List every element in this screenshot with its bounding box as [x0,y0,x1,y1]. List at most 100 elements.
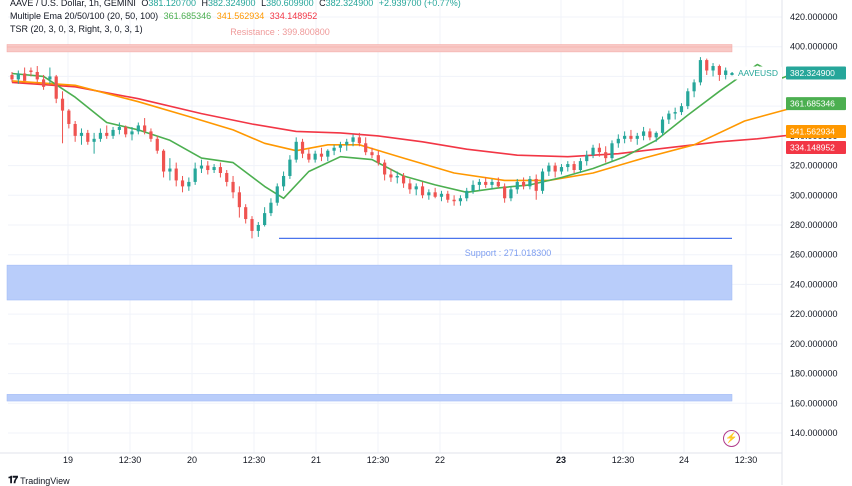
x-tick-label: 12:30 [367,455,390,465]
candle-body [161,150,166,172]
tsr-legend[interactable]: TSR (20, 3, 0, 3, Right, 3, 0, 3, 1) [10,24,143,34]
candle-body [496,181,500,187]
candle-body [351,137,355,142]
candle-body [471,184,475,191]
candle-body [667,113,671,120]
candles-layer [10,57,734,239]
candle-body [566,164,570,168]
tradingview-logo-icon: 𝟏𝟕 [8,475,18,486]
candle-body [515,181,519,190]
ema20-line [11,63,815,200]
candle-body [376,155,380,163]
time-axis[interactable]: 19 12:30 20 12:30 21 12:30 22 23 12:30 24 12:30 [63,455,757,465]
ohlc-close: 382.324900 [325,0,374,8]
ema-title: Multiple Ema 20/50/100 (20, 50, 100) [10,11,159,21]
candle-body [237,192,241,208]
candle-body [503,186,507,199]
candle-body [452,199,456,202]
candle-body [534,178,538,191]
candle-body [338,144,343,148]
candle-body [692,82,696,92]
candle-body [73,123,77,136]
candle-body [155,138,159,151]
candle-body [427,192,431,196]
candle-body [345,141,349,145]
last-price-tag: 382.324900 [790,68,835,78]
candle-body [559,167,564,172]
x-tick-label: 22 [435,455,445,465]
ema100-tag: 334.148952 [790,143,835,153]
ema20-tag-bg [786,97,846,111]
candle-body [29,70,33,72]
candle-body [67,110,71,124]
candle-body [547,165,551,172]
ema-legend[interactable]: Multiple Ema 20/50/100 (20, 50, 100) 361… [10,11,317,21]
candle-body [610,143,614,159]
candle-body [395,175,399,178]
tsr-title: TSR (20, 3, 0, 3, Right, 3, 0, 3, 1) [10,24,143,34]
candle-body [23,73,27,81]
y-tick-label: 200.000000 [790,339,838,349]
y-tick-label: 320.000000 [790,161,838,171]
candle-body [616,138,620,144]
x-tick-label: 12:30 [735,455,758,465]
candle-body [673,112,677,114]
y-tick-label: 240.000000 [790,279,838,289]
candle-body [401,175,406,184]
y-tick-label: 400.000000 [790,42,838,52]
candle-body [521,181,526,187]
candle-body [105,132,109,136]
candle-body [458,198,463,202]
candle-body [174,168,178,181]
candle-body [724,70,728,75]
candle-body [149,131,153,139]
support-zone [6,264,733,301]
ema100-line [11,81,808,158]
candle-body [648,131,652,138]
candle-body [641,131,646,136]
price-tags: AAVEUSD 382.324900 361.685346 341.562934 334… [732,66,846,155]
candle-body [629,135,633,139]
candle-body [250,219,254,231]
ema100-tag-bg [786,141,846,155]
candle-body [465,190,469,199]
candle-body [193,168,197,182]
candle-body [326,150,330,157]
candle-body [130,131,134,135]
candle-body [705,60,709,71]
chart-grid [0,0,783,485]
candle-body [553,165,557,172]
candle-body [730,73,734,75]
candle-body [420,186,425,196]
ema50-line [11,80,809,182]
y-tick-label: 420.000000 [790,12,838,22]
candle-body [698,60,703,83]
candle-body [332,147,336,151]
ema100-value: 334.148952 [269,11,318,21]
candle-body [54,76,58,99]
candle-body [98,132,103,139]
y-tick-label: 140.000000 [790,428,838,438]
y-tick-label: 160.000000 [790,398,838,408]
candle-body [364,143,368,153]
candle-body [206,165,210,171]
candle-body [484,181,488,185]
y-tick-label: 280.000000 [790,220,838,230]
candle-body [124,126,128,135]
candle-body [60,98,65,111]
symbol-tag-bg [734,66,782,80]
x-tick-label: 24 [679,455,689,465]
ohlc-l-label: L [261,0,267,8]
lightning-icon[interactable]: ⚡ [723,430,740,447]
candle-body [117,126,121,130]
resistance-label: Resistance : 399.800800 [230,27,330,37]
tradingview-brand[interactable]: 𝟏𝟕 TradingView [8,475,70,486]
candle-body [389,174,393,178]
candle-body [319,153,324,157]
candle-body [604,152,608,159]
brand-name: TradingView [20,475,70,486]
candle-body [111,129,115,136]
x-tick-label: 12:30 [119,455,142,465]
candle-body [477,181,481,185]
